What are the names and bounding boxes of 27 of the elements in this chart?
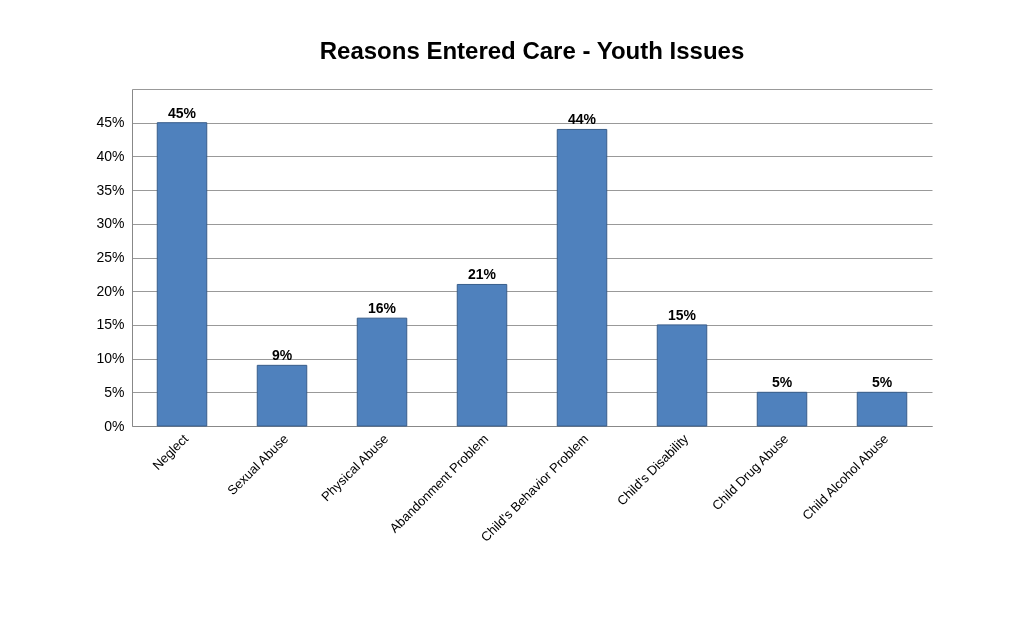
y-tick-label: 10% (96, 350, 125, 367)
bar (156, 122, 208, 427)
data-label: 44% (567, 111, 597, 128)
y-tick-label: 45% (96, 114, 125, 131)
bar (256, 364, 308, 427)
chart-title: Reasons Entered Care - Youth Issues (319, 37, 745, 64)
bar (756, 391, 808, 427)
y-tick-label: 35% (96, 181, 125, 198)
data-label: 15% (667, 306, 697, 323)
y-tick-label: 5% (104, 383, 125, 400)
data-label: 45% (167, 104, 197, 121)
bar (356, 317, 408, 427)
y-tick-label: 15% (96, 316, 125, 333)
bar (856, 391, 908, 427)
y-tick-label: 30% (96, 215, 125, 232)
data-label: 16% (367, 300, 397, 317)
data-label: 21% (467, 266, 497, 283)
data-label: 5% (871, 374, 893, 391)
data-label: 5% (771, 374, 793, 391)
y-tick-label: 25% (96, 249, 125, 265)
bar (456, 283, 508, 427)
y-tick-label: 40% (96, 147, 125, 164)
bar (556, 128, 608, 427)
y-tick-label: 0% (104, 417, 125, 434)
bar (656, 324, 708, 427)
y-tick-label: 20% (96, 282, 125, 299)
data-label: 9% (271, 347, 293, 364)
